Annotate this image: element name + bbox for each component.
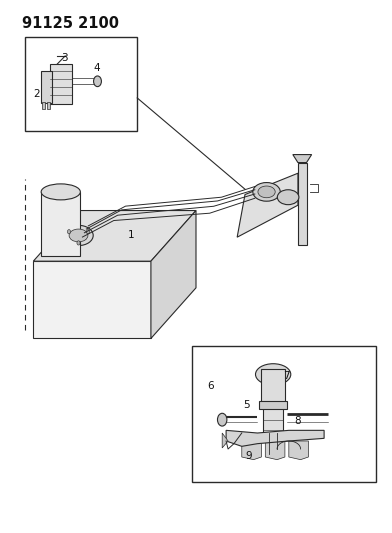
Bar: [263, 403, 283, 433]
Circle shape: [67, 230, 71, 234]
Circle shape: [94, 76, 102, 86]
Text: 8: 8: [295, 416, 301, 426]
Ellipse shape: [69, 229, 88, 242]
Text: 6: 6: [208, 382, 214, 391]
Text: 7: 7: [283, 371, 289, 381]
Circle shape: [86, 230, 89, 234]
Circle shape: [77, 241, 80, 245]
Polygon shape: [293, 155, 312, 163]
Polygon shape: [226, 430, 324, 446]
Text: 2: 2: [33, 90, 39, 99]
Text: 1: 1: [128, 230, 134, 239]
Polygon shape: [151, 211, 196, 338]
Bar: [192, 346, 376, 482]
Ellipse shape: [64, 225, 93, 246]
Bar: [51, 64, 72, 104]
Polygon shape: [33, 261, 151, 338]
Ellipse shape: [258, 186, 275, 198]
Polygon shape: [265, 441, 285, 459]
Text: 5: 5: [244, 400, 250, 410]
Bar: [41, 71, 53, 102]
Bar: [42, 102, 45, 109]
Text: 9: 9: [246, 451, 252, 461]
Bar: [260, 401, 287, 409]
Ellipse shape: [256, 364, 291, 385]
Polygon shape: [289, 441, 309, 459]
Text: 91125 2100: 91125 2100: [22, 16, 118, 31]
Bar: [25, 37, 137, 131]
Bar: [41, 192, 80, 256]
Polygon shape: [222, 433, 228, 448]
Ellipse shape: [278, 190, 299, 205]
Bar: [298, 163, 307, 245]
Polygon shape: [242, 441, 261, 459]
Polygon shape: [237, 173, 298, 237]
Polygon shape: [33, 211, 196, 261]
Circle shape: [218, 413, 227, 426]
Bar: [47, 102, 50, 109]
Ellipse shape: [41, 184, 80, 200]
Text: 3: 3: [62, 53, 68, 62]
Text: 4: 4: [94, 63, 100, 72]
Ellipse shape: [253, 183, 280, 201]
Bar: [261, 369, 285, 406]
